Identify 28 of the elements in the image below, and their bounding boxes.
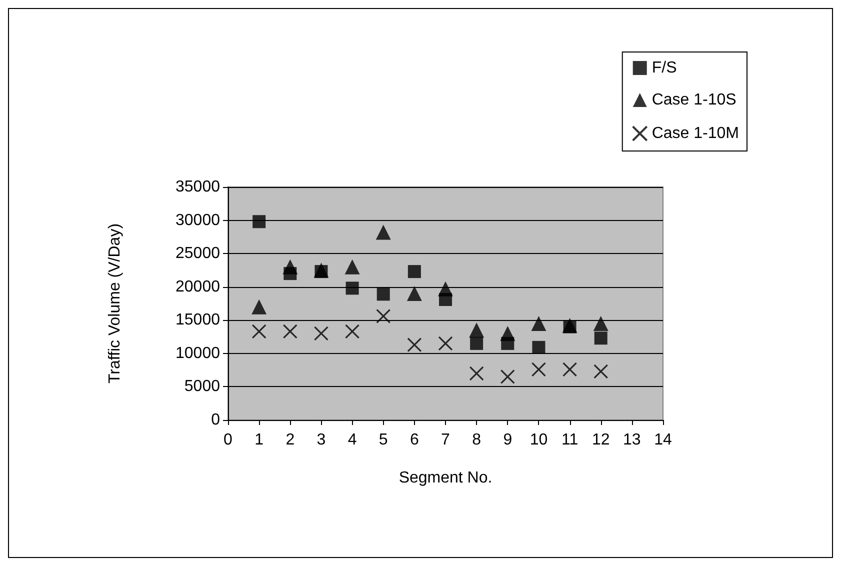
y-tick-label: 35000 xyxy=(176,178,220,196)
x-tick-label: 4 xyxy=(348,432,357,448)
x-tick-label: 5 xyxy=(378,432,388,448)
legend-label: Case 1-10S xyxy=(652,92,736,108)
y-axis-title: Traffic Volume (V/Day) xyxy=(106,223,124,384)
y-tick-label: 25000 xyxy=(176,245,220,262)
y-tick-label: 5000 xyxy=(184,378,220,396)
x-tick-label: 2 xyxy=(286,432,295,448)
y-tick-label: 15000 xyxy=(176,312,220,329)
x-tick-label: 13 xyxy=(623,432,641,448)
y-tick-label: 30000 xyxy=(176,212,220,229)
x-tick-label: 9 xyxy=(503,432,512,448)
x-tick-label: 0 xyxy=(224,432,233,448)
legend-label: F/S xyxy=(652,60,677,76)
y-tick-label: 0 xyxy=(211,412,220,428)
x-tick-label: 1 xyxy=(254,432,264,448)
x-tick-label: 10 xyxy=(530,432,548,448)
x-tick-label: 14 xyxy=(654,432,672,448)
x-tick-label: 8 xyxy=(472,432,482,448)
legend-label: Case 1-10M xyxy=(652,125,740,142)
x-tick-label: 3 xyxy=(316,432,326,448)
y-tick-label: 10000 xyxy=(176,344,220,362)
y-tick-label: 20000 xyxy=(176,278,220,296)
x-tick-label: 6 xyxy=(410,432,419,448)
x-tick-label: 7 xyxy=(441,432,450,448)
x-axis-title: Segment No. xyxy=(398,470,492,486)
x-tick-label: 12 xyxy=(592,432,610,448)
x-tick-label: 11 xyxy=(561,432,578,448)
